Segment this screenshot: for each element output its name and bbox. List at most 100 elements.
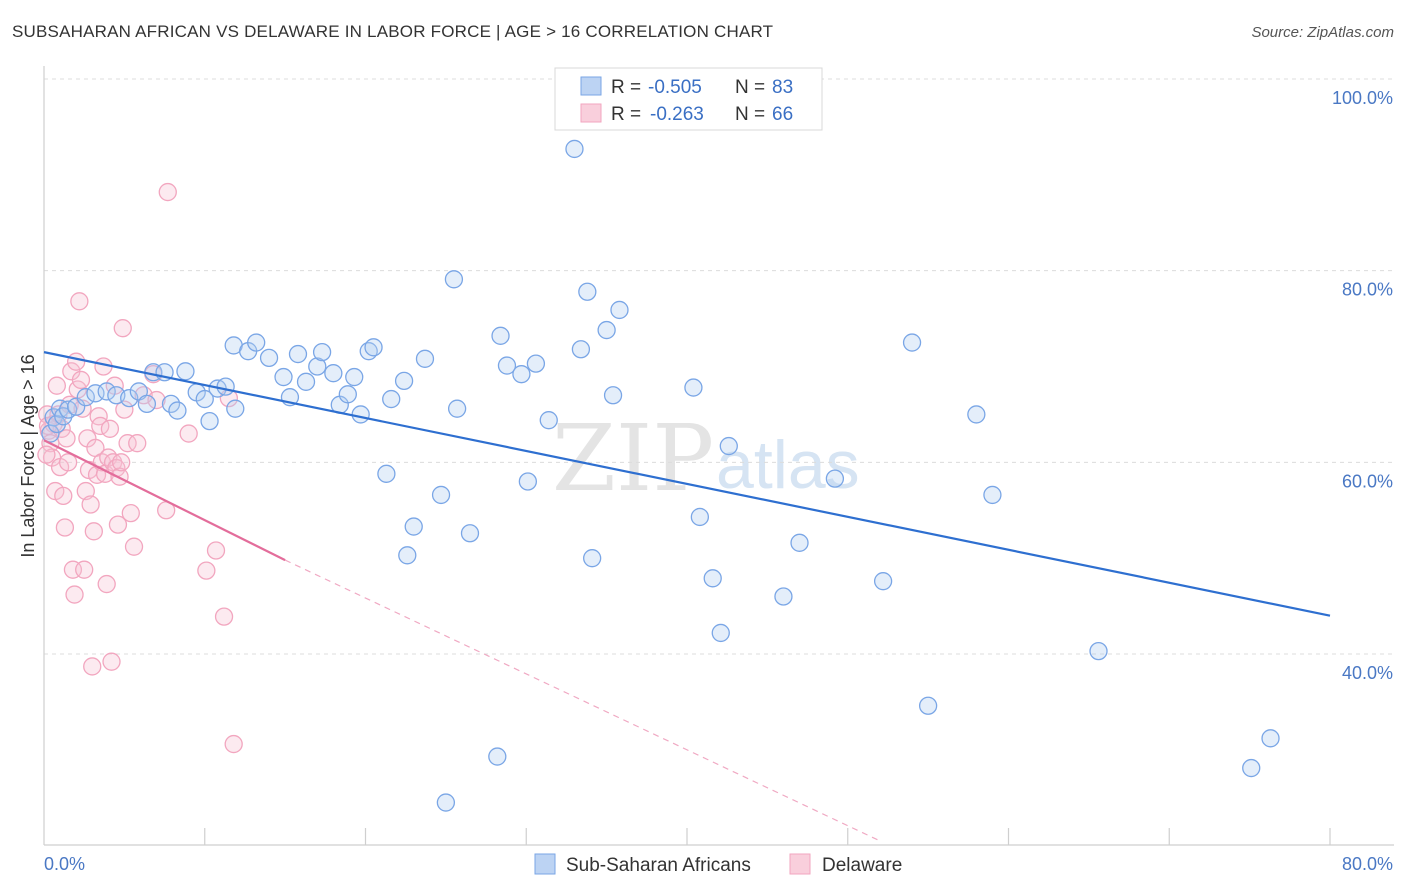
delaware-point-46 — [112, 453, 131, 472]
subsaharan-point-13 — [137, 394, 157, 414]
subsaharan-point-28 — [259, 348, 279, 368]
legend-r-value-2: -0.263 — [650, 104, 704, 125]
subsaharan-point-45 — [398, 546, 417, 565]
subsaharan-point-57 — [526, 354, 546, 373]
subsaharan-point-21 — [200, 411, 219, 431]
delaware-point-49 — [118, 434, 137, 453]
delaware-point-51 — [124, 537, 144, 556]
subsaharan-point-34 — [312, 342, 332, 362]
watermark-atlas: atlas — [716, 427, 860, 503]
y-tick-label-2: 60.0% — [1342, 471, 1393, 491]
subsaharan-point-31 — [288, 344, 308, 364]
subsaharan-point-68 — [690, 507, 710, 527]
y-tick-label-1: 80.0% — [1342, 280, 1393, 300]
subsaharan-point-7 — [76, 388, 95, 407]
subsaharan-point-61 — [578, 282, 597, 301]
delaware-point-10 — [54, 486, 73, 506]
delaware-point-63 — [224, 734, 243, 754]
legend-r-value-1: -0.505 — [648, 77, 702, 98]
trend-lines — [43, 351, 1331, 842]
legend-swatch-delaware — [580, 103, 602, 123]
y-tick-labels: 100.0% 80.0% 60.0% 40.0% — [1332, 88, 1393, 683]
subsaharan-point-37 — [338, 385, 357, 404]
subsaharan-point-71 — [719, 436, 738, 456]
subsaharan-point-78 — [967, 405, 986, 424]
subsaharan-point-70 — [711, 623, 730, 643]
delaware-point-60 — [206, 541, 226, 560]
subsaharan-point-82 — [1261, 729, 1280, 748]
delaware-point-39 — [100, 419, 120, 438]
legend-n-label-2: N = — [735, 104, 765, 125]
correlation-legend: R = -0.505 N = 83 R = -0.263 N = 66 — [554, 67, 823, 131]
legend-r-label-2: R = — [611, 104, 641, 125]
delaware-point-55 — [147, 390, 166, 410]
legend-r-label-1: R = — [611, 77, 641, 98]
delaware-point-23 — [75, 560, 94, 579]
subsaharan-point-56 — [518, 472, 538, 491]
x-tick-label-min: 0.0% — [44, 854, 85, 874]
subsaharan-point-79 — [983, 485, 1002, 505]
subsaharan-point-11 — [120, 388, 139, 408]
subsaharan-point-64 — [603, 386, 623, 405]
subsaharan-point-50 — [447, 399, 467, 418]
chart-title: SUBSAHARAN AFRICAN VS DELAWARE IN LABOR … — [12, 22, 774, 41]
subsaharan-point-35 — [324, 364, 343, 383]
subsaharan-point-38 — [345, 367, 364, 387]
subsaharan-point-72 — [774, 587, 793, 606]
legend-n-label-1: N = — [735, 77, 765, 98]
bottom-legend-label-subsaharan: Sub-Saharan Africans — [566, 855, 751, 876]
legend-swatch-subsaharan — [580, 76, 602, 96]
subsaharan-point-55 — [512, 365, 531, 384]
y-axis-label: In Labor Force | Age > 16 — [18, 354, 38, 557]
delaware-point-6 — [47, 376, 67, 395]
delaware-point-18 — [67, 352, 86, 371]
subsaharan-point-65 — [610, 300, 629, 320]
delaware-point-52 — [128, 434, 147, 453]
watermark-zip: ZIP — [552, 405, 714, 512]
subsaharan-point-76 — [902, 333, 922, 352]
subsaharan-point-8 — [86, 384, 105, 403]
y-tick-label-3: 40.0% — [1342, 663, 1393, 683]
trend-line-delaware-extension — [284, 559, 881, 842]
subsaharan-point-52 — [491, 326, 510, 345]
subsaharan-point-42 — [377, 464, 396, 483]
delaware-point-22 — [73, 399, 92, 418]
trend-line-subsaharan — [43, 351, 1331, 617]
subsaharan-point-51 — [460, 524, 480, 543]
subsaharan-point-44 — [394, 371, 414, 391]
subsaharan-point-58 — [539, 411, 558, 430]
x-tick-label-max: 80.0% — [1342, 854, 1393, 874]
subsaharan-point-27 — [247, 333, 266, 352]
legend-n-value-2: 66 — [772, 104, 793, 125]
subsaharan-point-74 — [825, 469, 845, 488]
subsaharan-point-18 — [176, 362, 195, 381]
subsaharan-point-77 — [918, 696, 938, 715]
subsaharan-point-29 — [274, 367, 293, 387]
subsaharan-point-69 — [703, 569, 722, 588]
delaware-point-28 — [83, 657, 102, 676]
subsaharan-point-62 — [583, 549, 602, 568]
subsaharan-point-43 — [382, 389, 401, 409]
subsaharan-point-9 — [97, 382, 116, 401]
subsaharan-point-54 — [497, 356, 517, 375]
delaware-point-47 — [113, 319, 132, 338]
delaware-point-44 — [108, 515, 128, 534]
subsaharan-point-47 — [415, 349, 435, 368]
bottom-legend-swatch-subsaharan — [534, 853, 556, 875]
subsaharan-point-48 — [431, 485, 451, 505]
subsaharan-point-32 — [296, 372, 316, 391]
delaware-point-58 — [179, 424, 198, 443]
delaware-point-59 — [197, 561, 216, 580]
subsaharan-point-59 — [565, 139, 584, 159]
subsaharan-point-66 — [436, 793, 456, 812]
delaware-point-20 — [70, 292, 89, 311]
subsaharan-point-46 — [404, 517, 423, 536]
subsaharan-point-33 — [308, 357, 327, 376]
subsaharan-point-17 — [168, 401, 187, 420]
subsaharan-point-24 — [226, 399, 245, 418]
trend-line-delaware — [43, 439, 286, 562]
subsaharan-point-39 — [351, 405, 370, 424]
source-credit: Source: ZipAtlas.com — [1251, 24, 1394, 41]
delaware-point-64 — [37, 445, 56, 464]
